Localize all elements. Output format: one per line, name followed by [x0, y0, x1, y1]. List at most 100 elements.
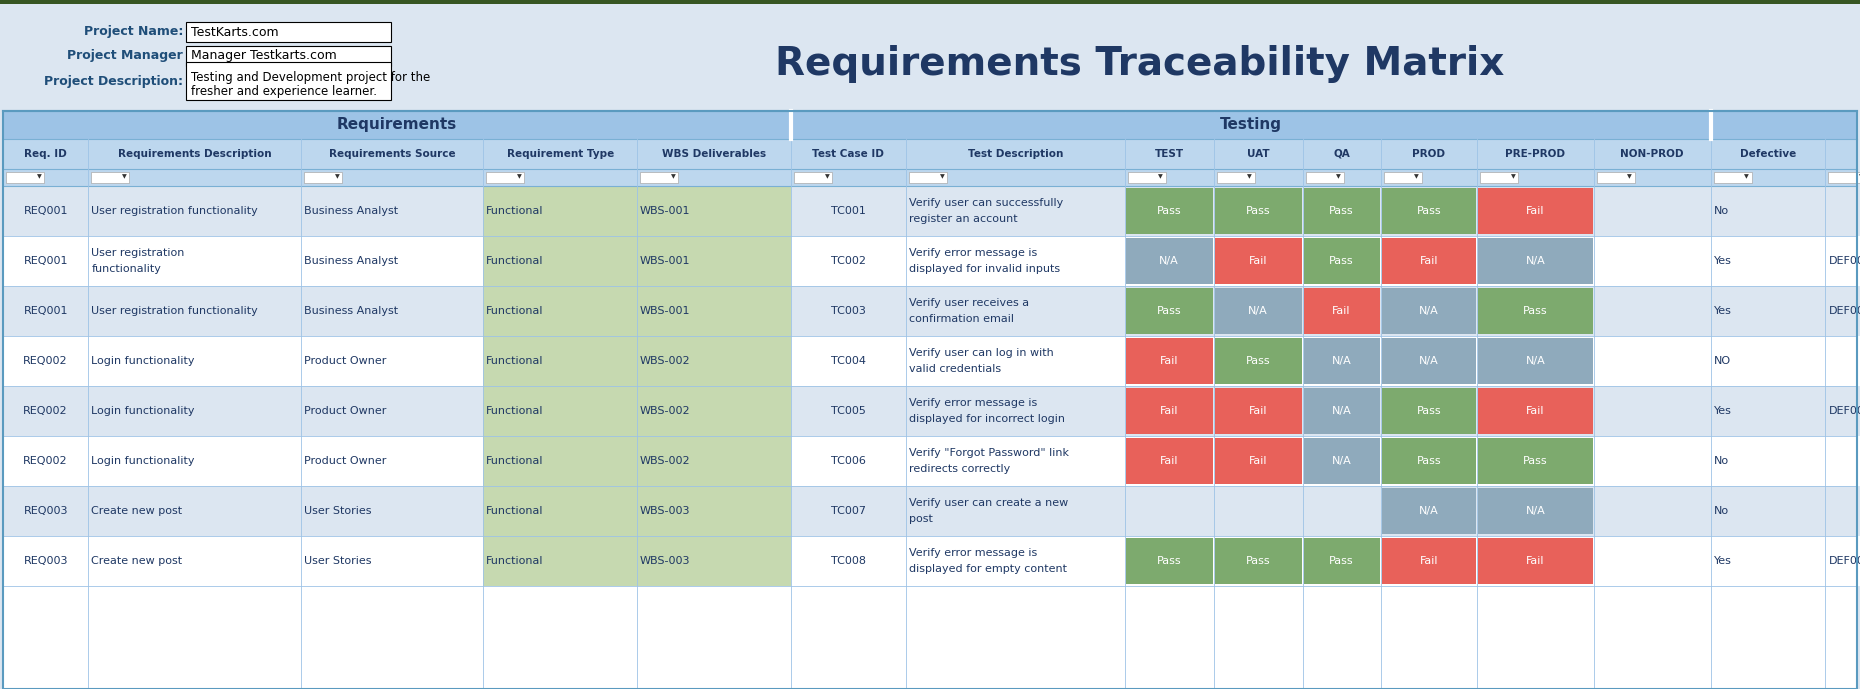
Text: WBS-002: WBS-002	[640, 456, 690, 466]
Text: Functional: Functional	[485, 206, 543, 216]
Bar	[1127, 172, 1166, 183]
Bar	[484, 536, 638, 586]
Bar	[638, 186, 790, 236]
Bar	[1304, 438, 1380, 484]
Text: Pass: Pass	[1246, 356, 1270, 366]
Text: valid credentials: valid credentials	[910, 364, 1001, 373]
Text: Pass: Pass	[1330, 206, 1354, 216]
Text: Verify user can log in with: Verify user can log in with	[910, 349, 1053, 358]
Text: TC005: TC005	[831, 406, 867, 416]
Bar	[1382, 438, 1477, 484]
Text: displayed for invalid inputs: displayed for invalid inputs	[910, 263, 1060, 274]
Text: Fail: Fail	[1248, 456, 1267, 466]
Bar	[1711, 386, 1860, 436]
Text: Pass: Pass	[1417, 406, 1442, 416]
Text: Requirements Source: Requirements Source	[329, 149, 456, 159]
Text: User registration functionality: User registration functionality	[91, 306, 259, 316]
Bar	[1125, 388, 1213, 434]
Bar	[1711, 336, 1860, 386]
Bar	[638, 236, 790, 286]
Bar	[1215, 238, 1302, 284]
Bar	[1215, 438, 1302, 484]
Bar	[305, 172, 342, 183]
Text: NO: NO	[1713, 356, 1730, 366]
Text: Functional: Functional	[485, 506, 543, 516]
Text: ▼: ▼	[939, 174, 945, 180]
Bar	[484, 236, 638, 286]
Text: fresher and experience learner.: fresher and experience learner.	[192, 85, 378, 99]
Text: Verify error message is: Verify error message is	[910, 249, 1038, 258]
Text: REQ003: REQ003	[24, 556, 69, 566]
Text: N/A: N/A	[1332, 356, 1352, 366]
Text: ▼: ▼	[824, 174, 830, 180]
Text: Pass: Pass	[1157, 306, 1181, 316]
Text: N/A: N/A	[1419, 356, 1438, 366]
Text: No: No	[1713, 456, 1728, 466]
Bar	[91, 172, 130, 183]
Bar	[1125, 288, 1213, 334]
Bar	[484, 486, 638, 536]
Text: Verify user can successfully: Verify user can successfully	[910, 198, 1064, 209]
Bar	[4, 486, 1856, 536]
Text: REQ002: REQ002	[24, 356, 69, 366]
Text: REQ002: REQ002	[24, 406, 69, 416]
Bar	[4, 169, 1856, 186]
Text: Verify error message is: Verify error message is	[910, 398, 1038, 409]
Bar	[1304, 538, 1380, 584]
Text: User Stories: User Stories	[305, 506, 372, 516]
Bar	[1479, 338, 1592, 384]
Bar	[1215, 288, 1302, 334]
Text: Pass: Pass	[1330, 256, 1354, 266]
Text: TC008: TC008	[831, 556, 867, 566]
Text: TEST: TEST	[1155, 149, 1183, 159]
Text: Fail: Fail	[1419, 556, 1438, 566]
Bar	[1304, 338, 1380, 384]
Bar	[1711, 436, 1860, 486]
Text: Product Owner: Product Owner	[305, 406, 387, 416]
Text: Pass: Pass	[1157, 206, 1181, 216]
Text: Functional: Functional	[485, 406, 543, 416]
Text: N/A: N/A	[1248, 306, 1269, 316]
Text: Fail: Fail	[1161, 356, 1179, 366]
Text: ▼: ▼	[517, 174, 521, 180]
Bar	[638, 336, 790, 386]
Bar	[4, 536, 1856, 586]
Text: N/A: N/A	[1525, 256, 1546, 266]
Text: TestKarts.com: TestKarts.com	[192, 25, 279, 39]
Bar	[1215, 188, 1302, 234]
Bar	[1382, 288, 1477, 334]
Text: N/A: N/A	[1159, 256, 1179, 266]
Bar	[4, 236, 1856, 286]
Text: register an account: register an account	[910, 214, 1017, 223]
Text: Create new post: Create new post	[91, 506, 182, 516]
Bar	[1382, 488, 1477, 534]
Bar	[4, 139, 1856, 169]
Bar	[1479, 438, 1592, 484]
Text: Pass: Pass	[1246, 206, 1270, 216]
Text: ▼: ▼	[37, 174, 41, 180]
Text: User registration: User registration	[91, 249, 184, 258]
Bar	[1382, 538, 1477, 584]
Bar	[485, 172, 525, 183]
Text: Yes: Yes	[1713, 406, 1732, 416]
Text: Requirement Type: Requirement Type	[506, 149, 614, 159]
Bar	[4, 386, 1856, 436]
Text: ▼: ▼	[123, 174, 126, 180]
Bar	[638, 536, 790, 586]
Text: redirects correctly: redirects correctly	[910, 464, 1010, 473]
Text: WBS-002: WBS-002	[640, 356, 690, 366]
Bar	[0, 0, 1860, 4]
Text: Requirements: Requirements	[337, 118, 458, 132]
Text: Project Name:: Project Name:	[84, 25, 182, 39]
Text: ▼: ▼	[1335, 174, 1341, 180]
Bar	[4, 111, 1856, 689]
Text: Business Analyst: Business Analyst	[305, 256, 398, 266]
Text: Pass: Pass	[1523, 456, 1548, 466]
Bar	[484, 286, 638, 336]
Text: Verify user can create a new: Verify user can create a new	[910, 499, 1068, 508]
Bar	[1125, 188, 1213, 234]
Text: TC006: TC006	[831, 456, 867, 466]
Bar	[4, 111, 1856, 139]
Text: Fail: Fail	[1525, 556, 1544, 566]
Bar	[1384, 172, 1421, 183]
